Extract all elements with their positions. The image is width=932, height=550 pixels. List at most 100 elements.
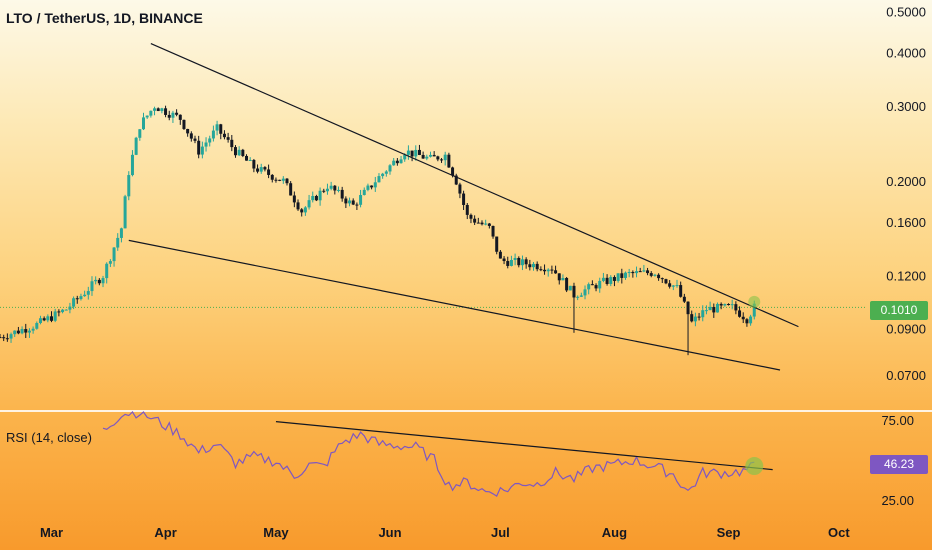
candle — [612, 275, 616, 287]
candle — [153, 106, 157, 116]
candle — [211, 125, 215, 142]
candle — [697, 312, 701, 321]
candle — [587, 282, 591, 295]
candle — [484, 219, 488, 226]
candle — [528, 259, 532, 271]
candle — [708, 301, 712, 311]
candle — [701, 305, 705, 322]
candle — [366, 183, 370, 192]
candle — [539, 266, 543, 272]
candle — [373, 176, 377, 192]
candle — [204, 137, 208, 152]
candle — [141, 112, 145, 131]
candle — [79, 293, 83, 301]
x-tick-label: Aug — [602, 525, 627, 540]
candle — [738, 306, 742, 318]
candle — [590, 280, 594, 286]
candle — [620, 268, 624, 284]
candle — [546, 268, 550, 277]
x-tick-label: Oct — [828, 525, 850, 540]
price-tick-label: 0.5000 — [886, 4, 926, 19]
candle — [561, 274, 565, 281]
candle — [303, 206, 307, 216]
rsi-highlight-marker — [745, 457, 764, 476]
candle — [123, 194, 127, 229]
candle — [219, 123, 223, 140]
rsi-trendline[interactable] — [275, 421, 773, 471]
candle — [215, 120, 219, 136]
rsi-layer — [102, 411, 773, 497]
candle — [75, 295, 79, 304]
candle — [31, 326, 35, 334]
candle — [164, 105, 168, 118]
candle — [314, 194, 318, 202]
price-tick-label: 0.1600 — [886, 215, 926, 230]
candle — [675, 279, 679, 288]
price-trendline[interactable] — [150, 42, 799, 328]
candle — [660, 277, 664, 283]
price-tick-label: 0.3000 — [886, 99, 926, 114]
candle — [462, 190, 466, 210]
candle-layer — [0, 105, 756, 356]
candle — [300, 208, 304, 217]
price-trendline[interactable] — [128, 239, 781, 371]
candle — [557, 273, 561, 285]
candle — [208, 135, 212, 147]
candle — [715, 302, 719, 313]
candle — [421, 151, 425, 159]
candle — [337, 186, 340, 193]
candle — [0, 333, 2, 339]
candle — [520, 255, 524, 271]
candle — [24, 323, 28, 339]
candle — [325, 183, 329, 195]
candle — [524, 257, 528, 269]
candle — [631, 270, 635, 278]
candle — [377, 173, 381, 183]
candle — [226, 132, 230, 143]
candle — [476, 217, 480, 224]
candle — [72, 296, 76, 310]
candle — [307, 194, 311, 210]
chart-title: LTO / TetherUS, 1D, BINANCE — [6, 10, 203, 26]
candle — [318, 187, 322, 206]
candle — [333, 185, 337, 195]
candle — [9, 332, 13, 343]
candle — [86, 286, 90, 300]
candle — [348, 197, 352, 207]
candle — [256, 164, 260, 174]
candle — [734, 301, 738, 315]
candle — [267, 164, 271, 179]
candle — [285, 178, 289, 186]
candle — [480, 220, 484, 226]
candle — [134, 136, 138, 156]
candle — [233, 145, 237, 158]
candle — [167, 110, 171, 121]
price-highlight-marker — [748, 295, 761, 308]
candle — [90, 276, 94, 296]
candle — [638, 267, 642, 273]
candle — [509, 255, 513, 267]
candle — [311, 191, 315, 203]
candle — [292, 191, 296, 208]
candle — [623, 271, 627, 280]
candle — [237, 146, 241, 157]
candle — [112, 247, 116, 267]
x-tick-label: Sep — [717, 525, 741, 540]
price-tick-label: 0.2000 — [886, 174, 926, 189]
candle — [535, 261, 539, 272]
candle — [572, 282, 576, 333]
candle — [704, 305, 708, 315]
candle — [627, 268, 631, 278]
candle — [160, 107, 164, 114]
candle — [263, 166, 267, 172]
candle — [145, 115, 149, 119]
rsi-line — [102, 411, 755, 497]
axis-layer: 0.5000 0.4000 0.3000 0.2000 0.1600 0.1200 0.09… — [40, 4, 926, 540]
candle — [436, 155, 440, 162]
candle — [745, 318, 749, 327]
candle — [554, 265, 558, 274]
candle — [138, 129, 142, 141]
candle — [690, 310, 694, 323]
rsi-panel-bg — [0, 412, 932, 516]
